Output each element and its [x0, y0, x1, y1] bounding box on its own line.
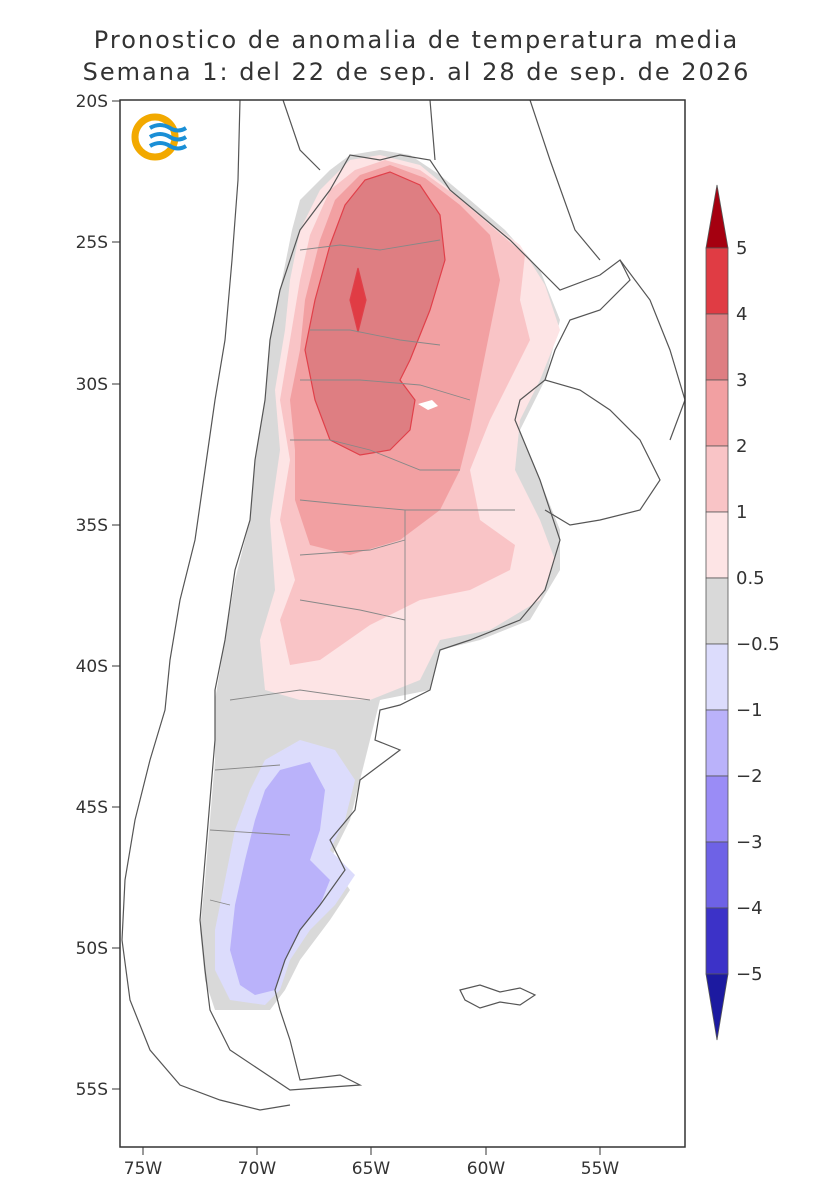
province-lines [209, 239, 515, 906]
lon-tick-label: 55W [581, 1159, 620, 1179]
colorbar-segment [705, 775, 729, 843]
colorbar-arrow-bottom [705, 973, 729, 1041]
colorbar-segment [705, 709, 729, 777]
lon-tick: 60W [467, 1147, 506, 1179]
colorbar-segment [705, 445, 729, 513]
colorbar-segment [705, 511, 729, 579]
lon-axis: 75W 70W 65W 60W 55W [124, 1147, 620, 1179]
map-title-line2: Semana 1: del 22 de sep. al 28 de sep. d… [82, 58, 751, 86]
lat-tick-label: 40S [76, 657, 108, 677]
lat-tick: 25S [76, 233, 120, 253]
lat-tick-label: 45S [76, 798, 108, 818]
lon-tick: 75W [124, 1147, 163, 1179]
lat-axis: 20S 25S 30S 35S 40S 45S 50S 55S [76, 92, 120, 1100]
lat-tick: 35S [76, 516, 120, 536]
colorbar-segment [705, 313, 729, 381]
lat-tick: 50S [76, 939, 120, 959]
colorbar-segment [705, 247, 729, 315]
colorbar-label: 1 [736, 502, 747, 523]
map-frame [119, 99, 686, 1148]
colorbar-label: 5 [736, 238, 747, 259]
lat-tick-label: 30S [76, 375, 108, 395]
lat-tick-label: 50S [76, 939, 108, 959]
lat-tick: 55S [76, 1080, 120, 1100]
colorbar-label: −0.5 [736, 634, 780, 655]
colorbar-arrow-top [705, 184, 729, 249]
lat-tick-label: 35S [76, 516, 108, 536]
lat-tick: 45S [76, 798, 120, 818]
north-border [282, 99, 601, 261]
colorbar-segment [705, 841, 729, 909]
lon-tick: 70W [238, 1147, 277, 1179]
colorbar-label: 4 [736, 304, 747, 325]
lake-mar-chiquita [418, 400, 438, 410]
anomaly-3to4 [304, 171, 446, 456]
colorbar-label: −5 [736, 964, 763, 985]
lat-tick-label: 25S [76, 233, 108, 253]
anomaly-fields [200, 150, 560, 1010]
lon-tick-label: 60W [467, 1159, 506, 1179]
lon-tick-label: 70W [238, 1159, 277, 1179]
anomaly-m2tom1 [230, 762, 330, 995]
colorbar-label: −4 [736, 898, 763, 919]
colorbar-label: 0.5 [736, 568, 765, 589]
lon-tick: 65W [352, 1147, 391, 1179]
boundaries [121, 99, 686, 1111]
lat-tick: 20S [76, 92, 120, 112]
lat-tick: 40S [76, 657, 120, 677]
lat-tick-label: 20S [76, 92, 108, 112]
lon-tick: 55W [581, 1147, 620, 1179]
malvinas [459, 984, 537, 1009]
argentina-outline [199, 154, 631, 1091]
chile-coast [121, 99, 291, 1111]
colorbar-labels: 5 4 3 2 1 0.5 −0.5 −1 −2 −3 −4 −5 [736, 238, 780, 985]
colorbar-segment [705, 379, 729, 447]
colorbar-segment [705, 643, 729, 711]
colorbar-label: 3 [736, 370, 747, 391]
lat-tick: 30S [76, 375, 120, 395]
colorbar-label: −1 [736, 700, 763, 721]
smn-logo [131, 113, 188, 161]
colorbar-segment [705, 907, 729, 975]
uruguay-brazil [544, 259, 686, 526]
colorbar-segment [705, 577, 729, 645]
lon-tick-label: 65W [352, 1159, 391, 1179]
colorbar-label: −3 [736, 832, 763, 853]
colorbar [705, 184, 729, 1041]
colorbar-label: −2 [736, 766, 763, 787]
map-title-line1: Pronostico de anomalia de temperatura me… [93, 26, 740, 54]
lat-tick-label: 55S [76, 1080, 108, 1100]
lon-tick-label: 75W [124, 1159, 163, 1179]
colorbar-label: 2 [736, 436, 747, 457]
